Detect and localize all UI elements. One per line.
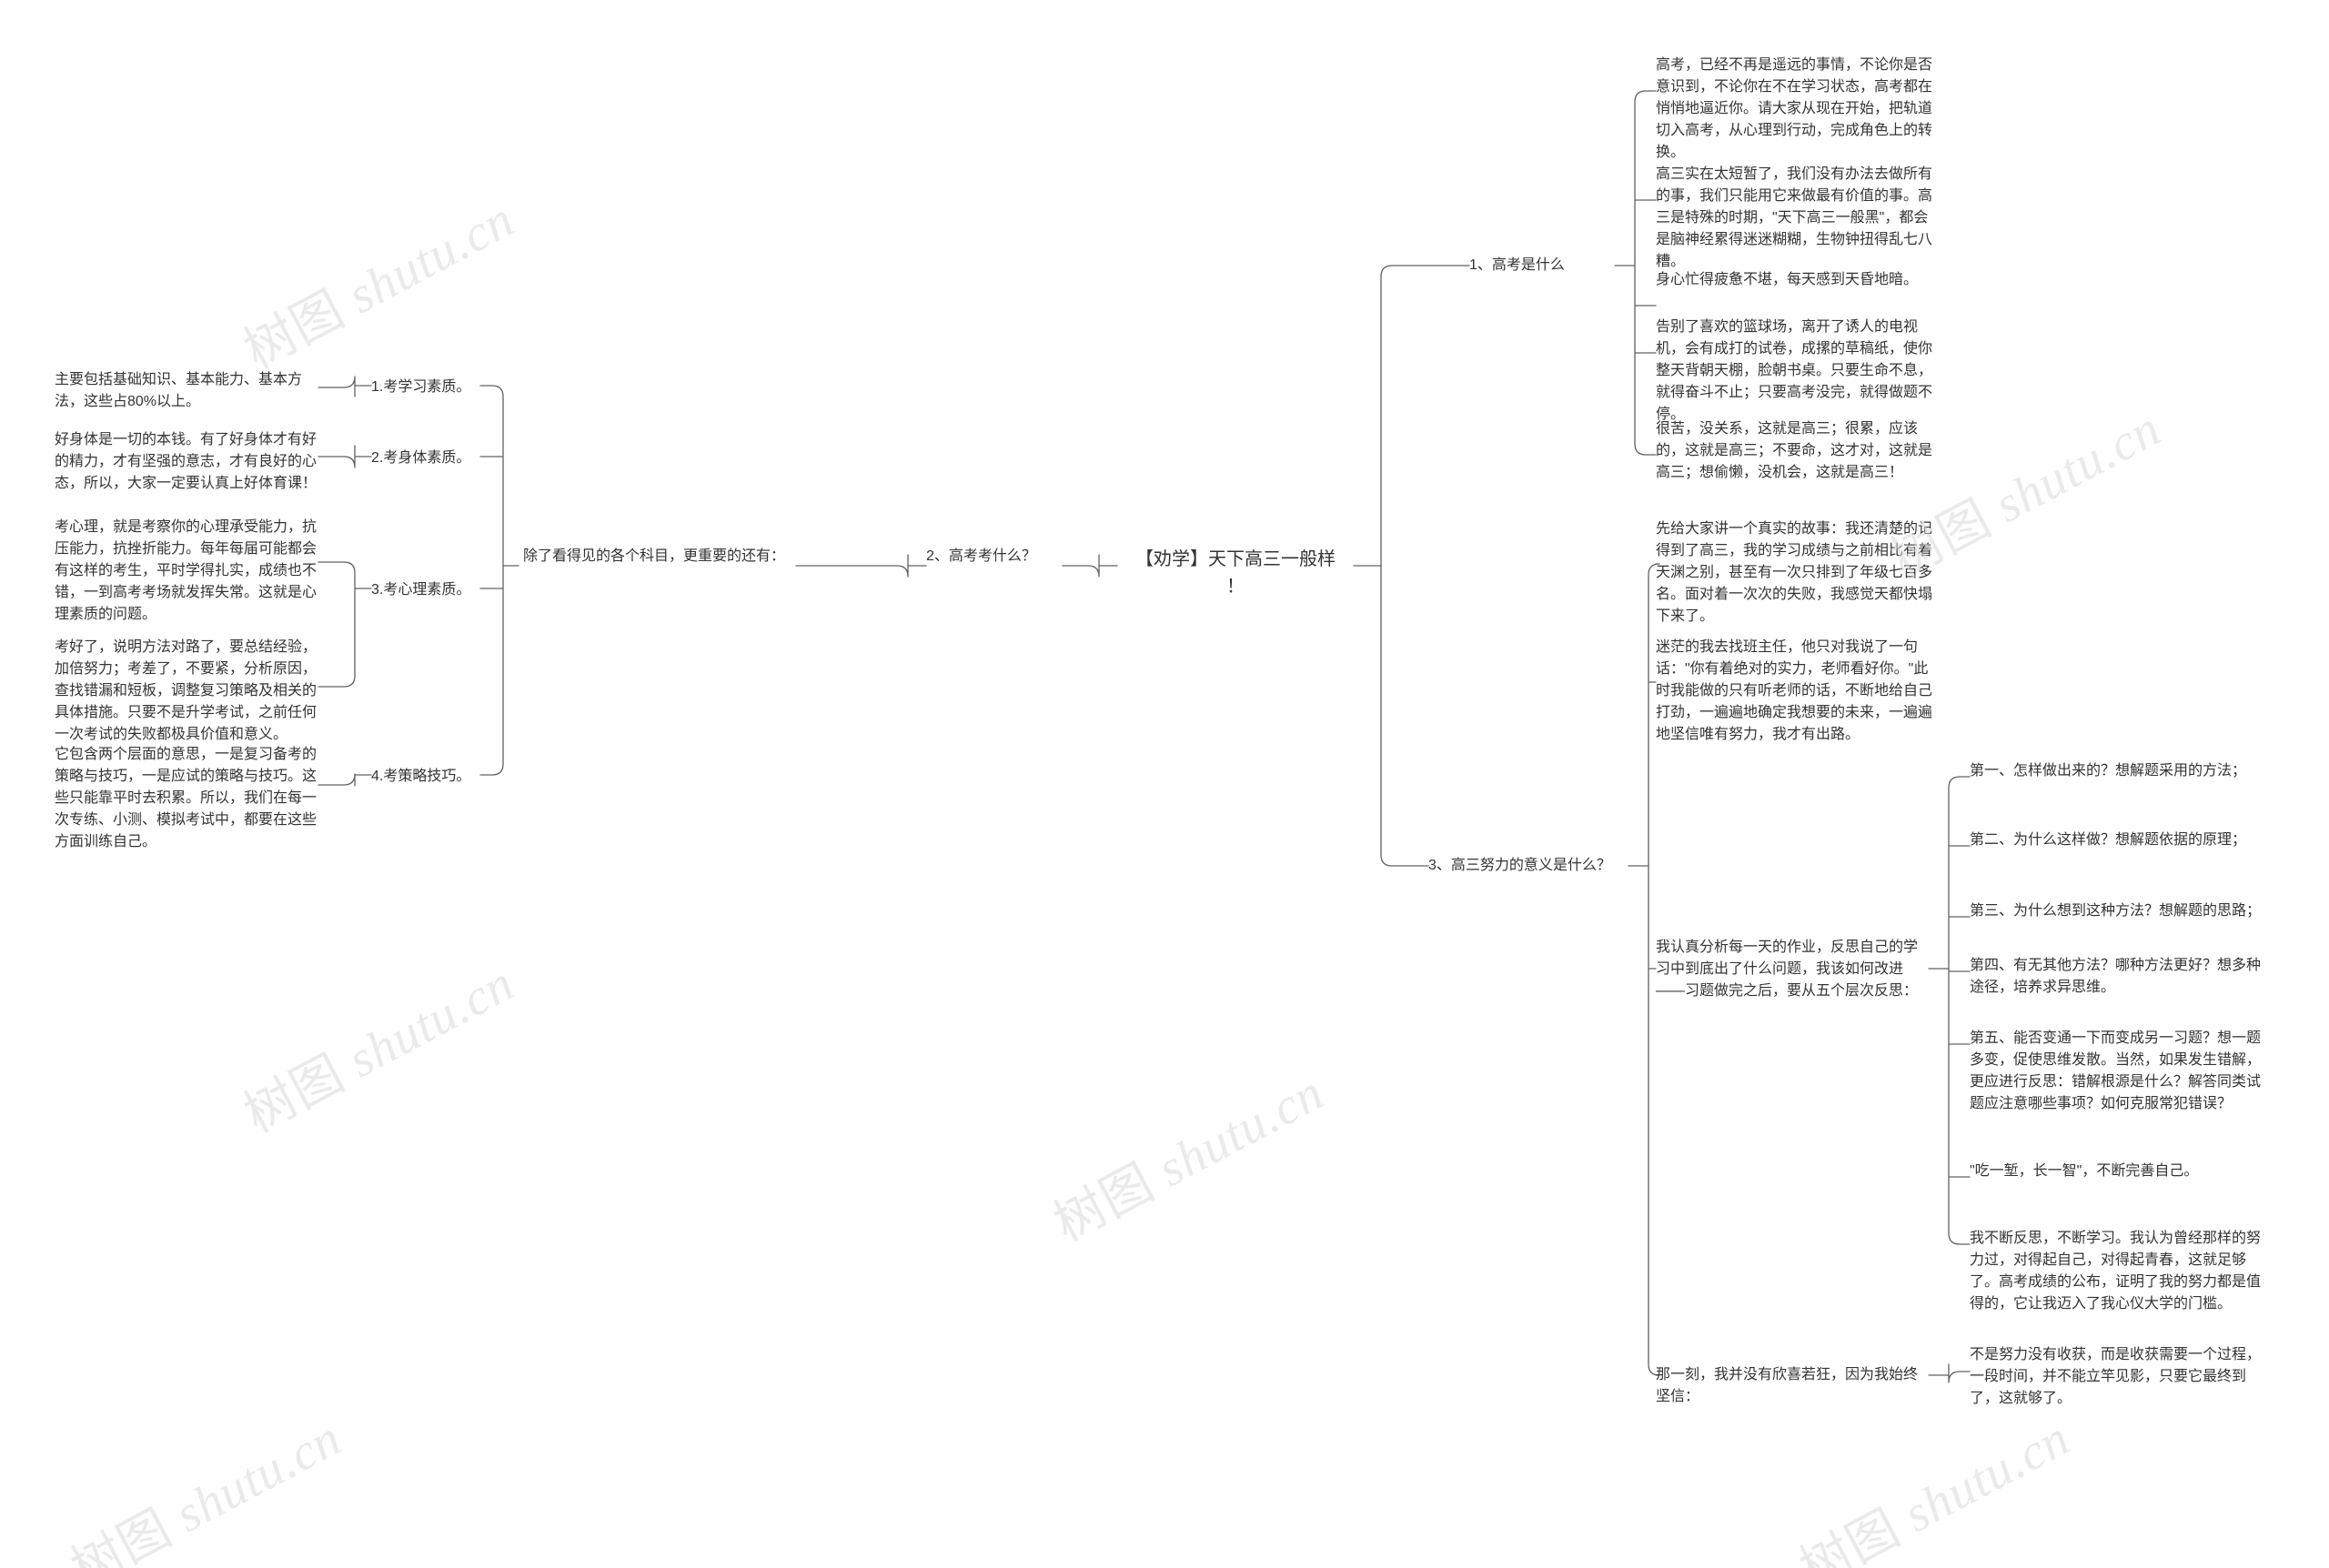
right-b3-c2-s2: 第三、为什么想到这种方法？想解题的思路；: [1970, 900, 2261, 922]
right-b3-c0: 先给大家讲一个真实的故事：我还清楚的记得到了高三，我的学习成绩与之前相比有着天渊…: [1656, 518, 1938, 628]
right-b1-c4: 很苦，没关系，这就是高三；很累，应该的，这就是高三；不要命，这才对，这就是高三；…: [1656, 418, 1938, 484]
connector-layer: [0, 0, 2329, 1568]
watermark: 树图 shutu.cn: [56, 1398, 352, 1568]
left-item-4-label: 4.考策略技巧。: [371, 766, 489, 788]
left-item-4-desc: 它包含两个层面的意思，一是复习备考的策略与技巧，一是应试的策略与技巧。这些只能靠…: [55, 744, 318, 853]
left-item-1-label: 1.考学习素质。: [371, 377, 489, 398]
right-b3-label: 3、高三努力的意义是什么？: [1428, 855, 1628, 877]
right-b1-c1: 高三实在太短暂了，我们没有办法去做所有的事，我们只能用它来做最有价值的事。高三是…: [1656, 164, 1938, 273]
watermark: 树图 shutu.cn: [229, 943, 525, 1147]
left-item-3-desc-bot: 考好了，说明方法对路了，要总结经验，加倍努力；考差了，不要紧，分析原因，查找错漏…: [55, 637, 318, 746]
right-b1-c0: 高考，已经不再是遥远的事情，不论你是否意识到，不论你在不在学习状态，高考都在悄悄…: [1656, 55, 1938, 164]
right-b1-c2: 身心忙得疲惫不堪，每天感到天昏地暗。: [1656, 269, 1938, 291]
left-item-3-label: 3.考心理素质。: [371, 579, 489, 601]
left-item-1-desc: 主要包括基础知识、基本能力、基本方法，这些占80%以上。: [55, 369, 318, 413]
right-b3-c2: 我认真分析每一天的作业，反思自己的学习中到底出了什么问题，我该如何改进——习题做…: [1656, 937, 1929, 1002]
right-b3-c3: 那一刻，我并没有欣喜若狂，因为我始终坚信：: [1656, 1364, 1929, 1408]
right-b3-c2-s5: "吃一堑，长一智"，不断完善自己。: [1970, 1161, 2261, 1182]
right-b3-c2-s3: 第四、有无其他方法？哪种方法更好？想多种途径，培养求异思维。: [1970, 955, 2261, 999]
watermark: 树图 shutu.cn: [1785, 1398, 2081, 1568]
right-b3-c1: 迷茫的我去找班主任，他只对我说了一句话："你有着绝对的实力，老师看好你。"此时我…: [1656, 637, 1938, 746]
left-item-3-desc-top: 考心理，就是考察你的心理承受能力，抗压能力，抗挫折能力。每年每届可能都会有这样的…: [55, 517, 318, 626]
left-branch-label: 2、高考考什么？: [926, 546, 1072, 568]
right-b1-label: 1、高考是什么: [1469, 255, 1615, 276]
center-node: 【劝学】天下高三一般样 ！: [1117, 546, 1354, 600]
left-item-2-label: 2.考身体素质。: [371, 447, 489, 469]
right-b3-c2-s1: 第二、为什么这样做？想解题依据的原理；: [1970, 829, 2261, 851]
left-item-2-desc: 好身体是一切的本钱。有了好身体才有好的精力，才有坚强的意志，才有良好的心态，所以…: [55, 429, 318, 495]
watermark: 树图 shutu.cn: [1039, 1052, 1335, 1256]
left-hub: 除了看得见的各个科目，更重要的还有：: [523, 546, 805, 568]
right-b3-c2-s6: 我不断反思，不断学习。我认为曾经那样的努力过，对得起自己，对得起青春，这就足够了…: [1970, 1228, 2261, 1315]
right-b3-c2-s0: 第一、怎样做出来的？想解题采用的方法；: [1970, 760, 2261, 782]
right-b1-c3: 告别了喜欢的篮球场，离开了诱人的电视机，会有成打的试卷，成摞的草稿纸，使你整天背…: [1656, 317, 1938, 426]
right-b3-c2-s4: 第五、能否变通一下而变成另一习题？想一题多变，促使思维发散。当然，如果发生错解，…: [1970, 1028, 2261, 1115]
watermark: 树图 shutu.cn: [229, 179, 525, 383]
right-b3-c3-s0: 不是努力没有收获，而是收获需要一个过程，一段时间，并不能立竿见影，只要它最终到了…: [1970, 1344, 2261, 1410]
